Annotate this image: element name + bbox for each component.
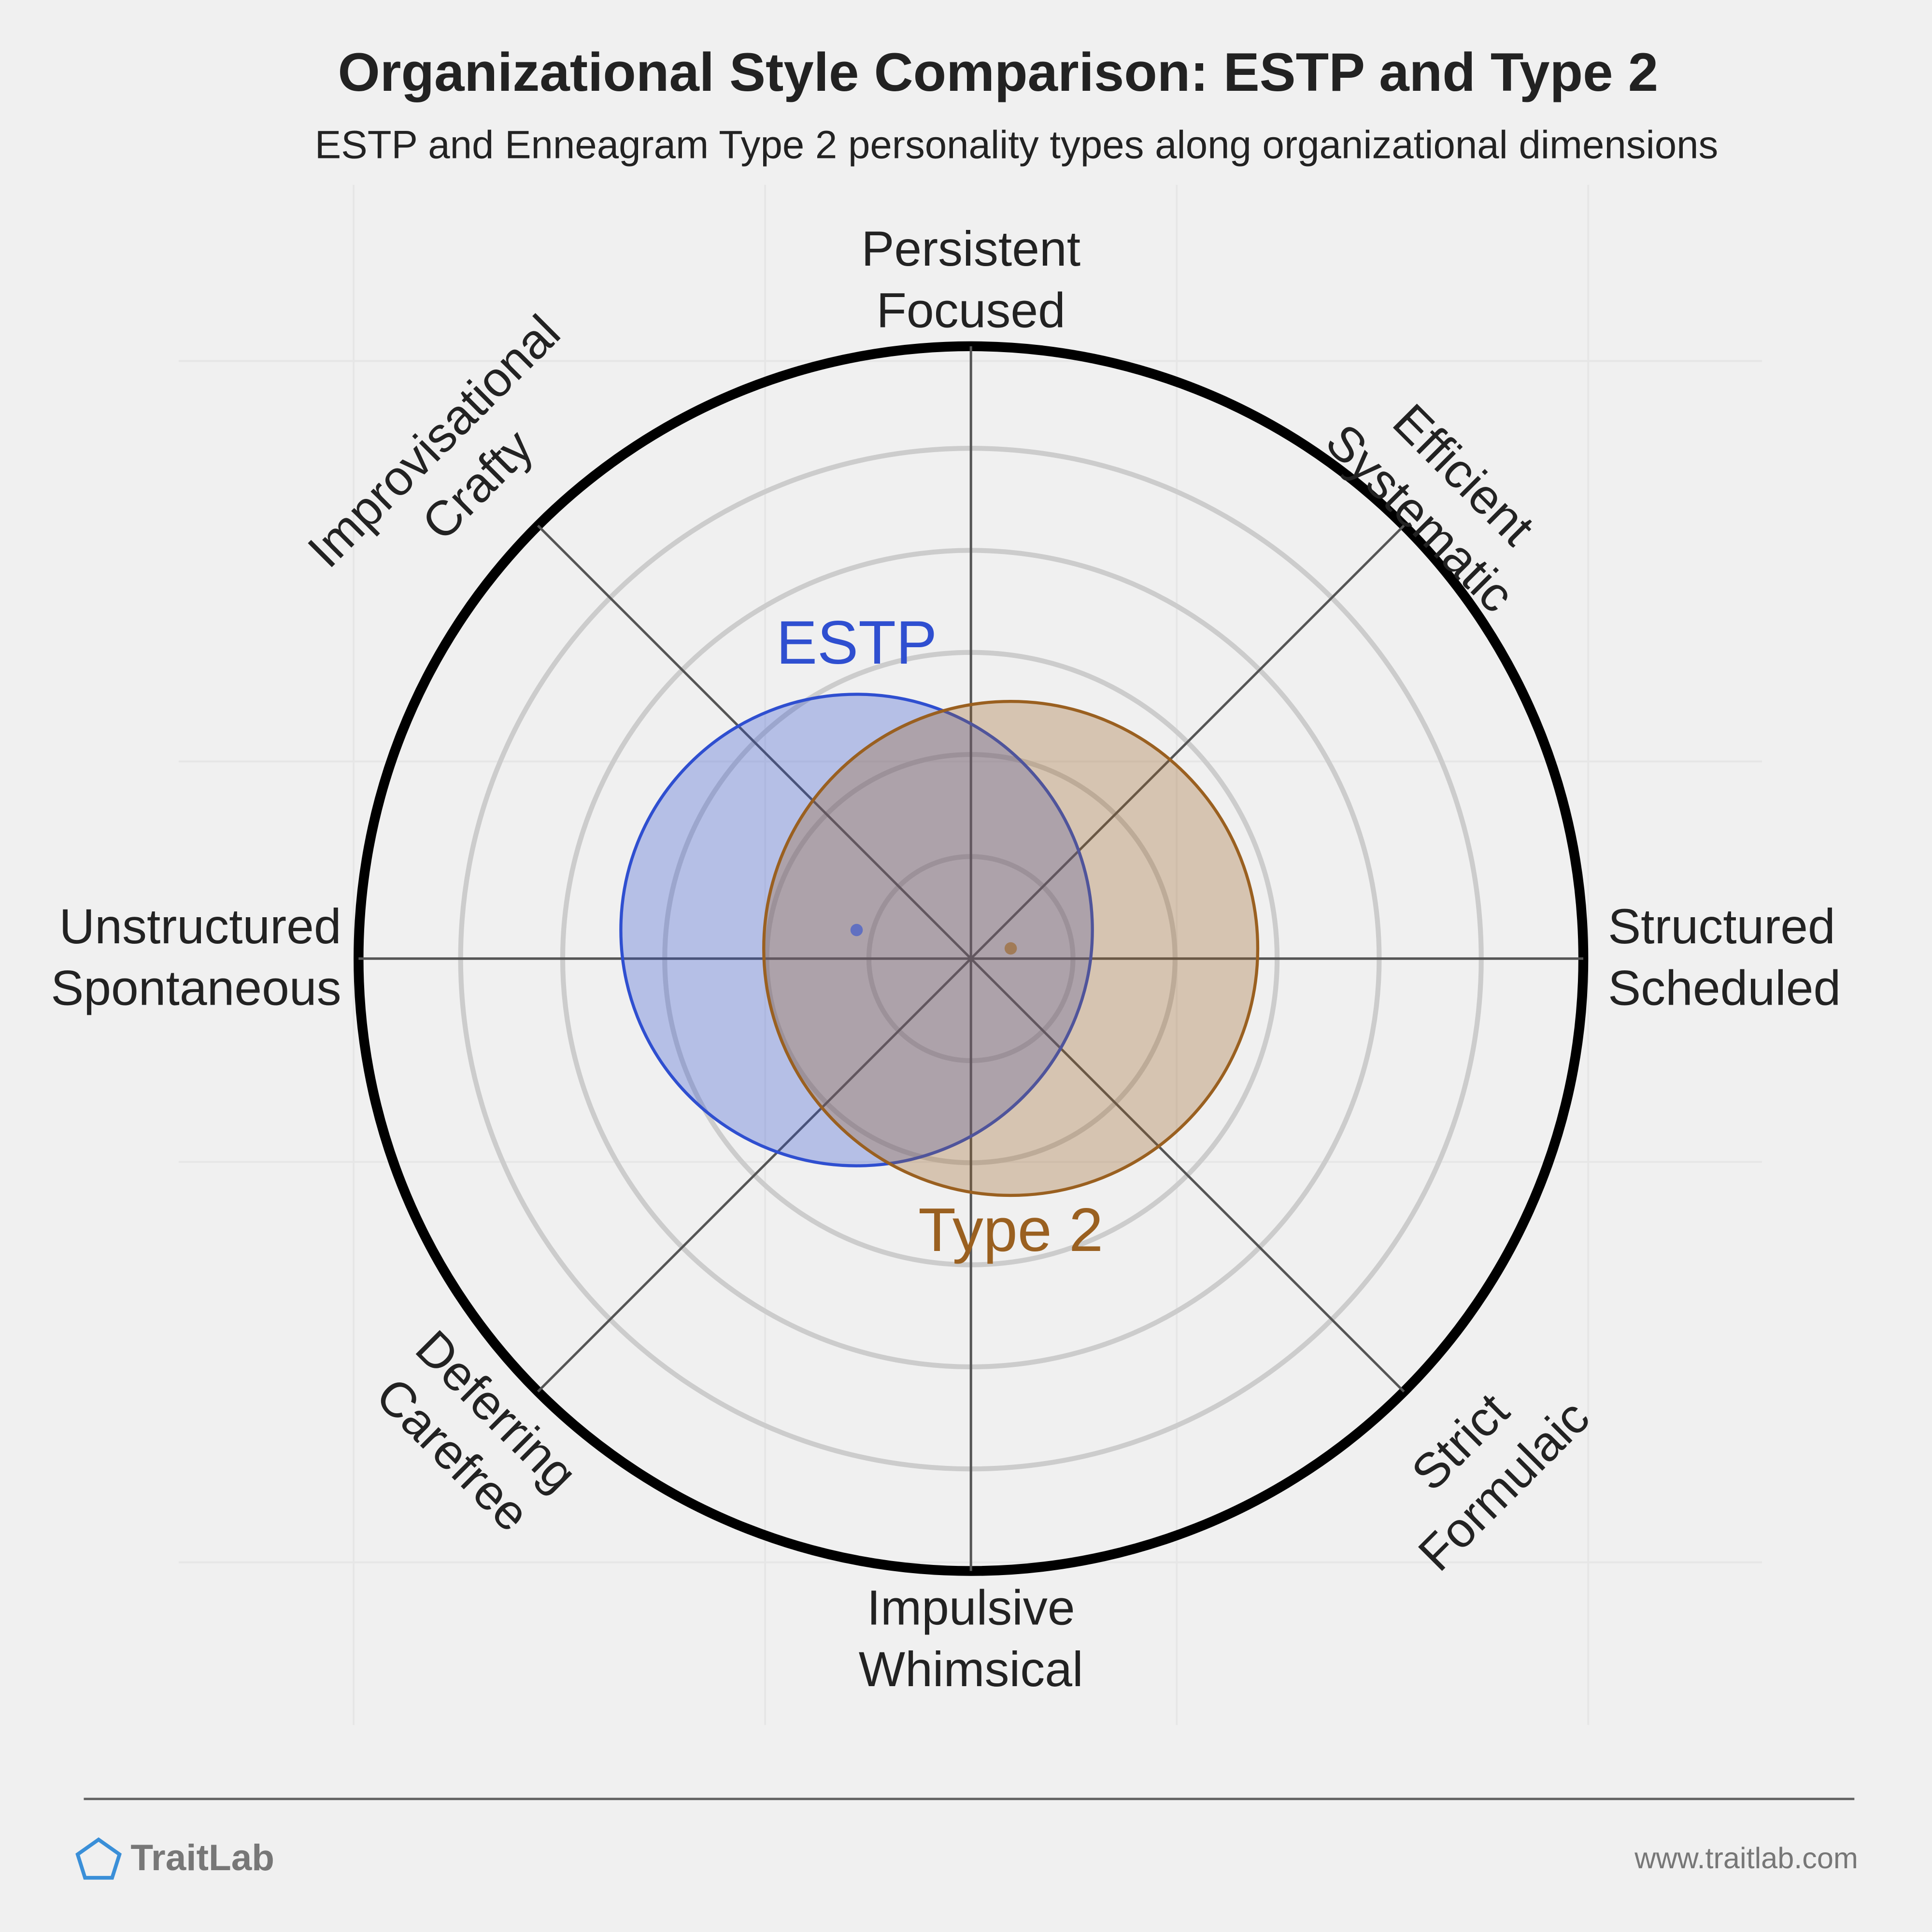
series-center bbox=[1004, 942, 1017, 955]
axis-label-line: Impulsive bbox=[867, 1580, 1075, 1635]
chart-title: Organizational Style Comparison: ESTP an… bbox=[338, 42, 1658, 102]
chart-subtitle: ESTP and Enneagram Type 2 personality ty… bbox=[315, 123, 1719, 167]
axis-label-line: Unstructured bbox=[59, 899, 341, 954]
series-label: Type 2 bbox=[918, 1196, 1103, 1264]
axis-spoke bbox=[970, 957, 1405, 1393]
axis-label-line: Scheduled bbox=[1608, 961, 1841, 1016]
axis-label-line: Structured bbox=[1608, 899, 1835, 954]
series-center bbox=[850, 923, 863, 937]
axis-label: Structured Scheduled bbox=[1608, 899, 1841, 1016]
footer-brand: TraitLab bbox=[130, 1837, 274, 1878]
axis-spoke bbox=[537, 957, 972, 1393]
axis-label-line: Focused bbox=[877, 283, 1065, 338]
axis-label: Persistent Focused bbox=[861, 221, 1080, 338]
series-label: ESTP bbox=[776, 609, 937, 677]
axis-label-line: Whimsical bbox=[859, 1642, 1083, 1697]
axis-spoke bbox=[537, 525, 972, 960]
logo-icon bbox=[75, 1837, 122, 1880]
axis-label-line: Persistent bbox=[861, 221, 1080, 276]
footer-url: www.traitlab.com bbox=[1634, 1842, 1858, 1875]
axis-label-line: Spontaneous bbox=[51, 961, 341, 1016]
axis-label: Unstructured Spontaneous bbox=[51, 899, 341, 1016]
axis-spoke bbox=[970, 525, 1405, 960]
axis-label: Impulsive Whimsical bbox=[859, 1580, 1083, 1697]
